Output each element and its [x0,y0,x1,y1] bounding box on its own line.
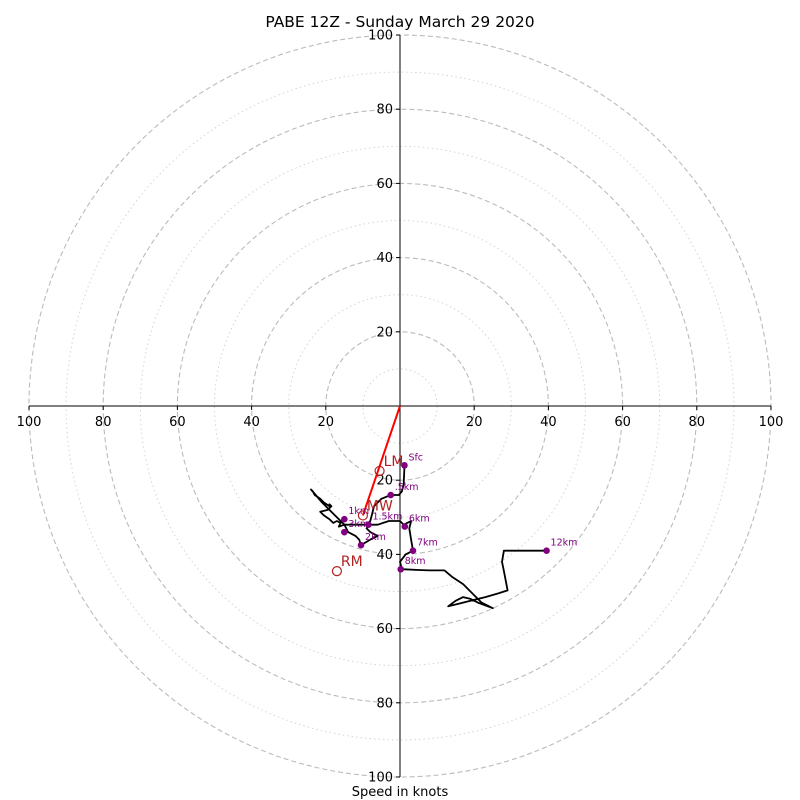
motion-marker-rm [331,565,343,577]
wind-trace-line [310,464,548,610]
height-dot-12km [543,547,550,554]
height-dot-6km [401,523,409,530]
tick-label-bottom-40: 40 [376,548,393,563]
height-label-12km: 12km [551,538,578,549]
height-dot-7km [409,547,417,554]
height-label-1km: 1km [348,506,369,517]
tick-label-top-60: 60 [376,177,393,192]
tick-label-right-20: 20 [466,415,483,430]
motion-marker-mw [357,510,368,521]
height-label-8km: 8km [405,556,426,567]
height-dot-Sfc [401,462,408,469]
height-label-2km: 2km [365,532,386,543]
motion-label-mw: MW [367,498,393,514]
height-label-1p5km: 1.5km [372,512,402,523]
wind-trace [310,464,548,610]
tick-label-left-80: 80 [95,415,112,430]
tick-label-top-80: 80 [376,103,393,118]
motion-marker-lm [374,465,385,477]
height-label-7km: 7km [417,538,438,549]
height-dot-2km [357,541,365,549]
height-label-3km: 3km [348,519,369,530]
height-dot-3km [341,528,348,536]
x-axis-label: Speed in knots [352,785,449,800]
tick-label-right-80: 80 [689,415,706,430]
storm-motions: LM MW RM [331,454,404,577]
mean-wind-line [361,405,401,516]
height-label-Sfc: Sfc [408,452,423,463]
tick-label-right-100: 100 [759,415,784,430]
height-dot-1km [341,515,348,523]
tick-label-top-100: 100 [368,29,393,44]
tick-label-bottom-100: 100 [368,771,393,786]
tick-label-left-60: 60 [169,415,186,430]
tick-label-bottom-20: 20 [376,474,393,489]
motion-label-lm: LM [384,454,404,470]
height-label-p5km: .5km [395,482,419,493]
mean-wind-vector [361,405,401,516]
tick-label-top-20: 20 [376,325,393,340]
height-label-6km: 6km [409,514,430,525]
tick-label-bottom-80: 80 [376,696,393,711]
tick-label-left-100: 100 [17,415,42,430]
tick-label-left-40: 40 [243,415,260,430]
height-dot-1p5km [365,521,372,529]
height-dot-p5km [387,491,395,499]
tick-label-top-40: 40 [376,251,393,266]
chart-title: PABE 12Z - Sunday March 29 2020 [265,13,534,31]
tick-label-right-60: 60 [614,415,631,430]
height-dot-8km [397,565,405,573]
tick-label-bottom-60: 60 [376,622,393,637]
tick-label-left-20: 20 [318,415,335,430]
tick-label-right-40: 40 [540,415,557,430]
tick-labels: 20 40 60 80 100 20 40 60 80 100 20 40 60 80 100 20 40 60 8… [17,29,784,786]
motion-label-rm: RM [341,554,363,570]
